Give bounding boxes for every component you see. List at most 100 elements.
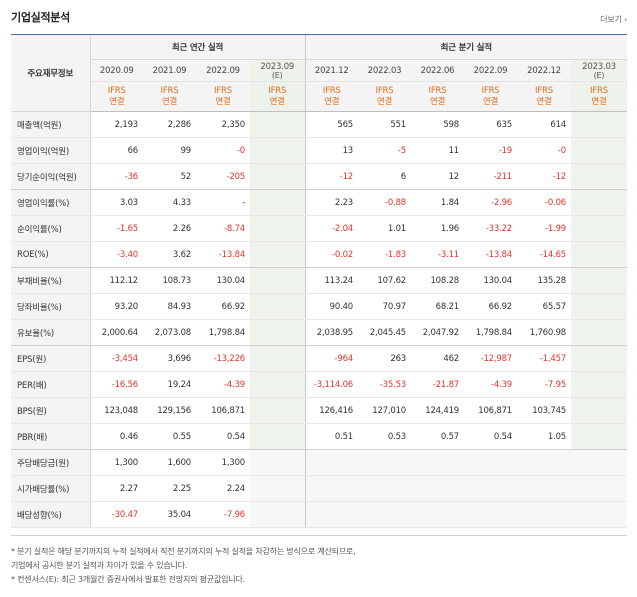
basis-header: IFRS 연결 [411,81,464,112]
period-label: 2022.09 [206,65,240,76]
value-cell [571,241,627,268]
value-cell [304,475,358,502]
basis-standard: IFRS [214,85,232,96]
basis-scope: 연결 [161,96,178,107]
value-cell [571,163,627,190]
value-cell [411,449,464,476]
value-cell: -0 [196,137,250,164]
basis-standard: IFRS [322,85,341,96]
table-row: 당좌비율(%) 93.20 84.93 66.92 90.40 70.97 68.21 66.… [11,293,627,320]
value-cell: 2,286 [143,111,196,138]
value-cell [517,501,571,528]
value-cell [571,501,627,528]
value-cell: -21.87 [411,371,464,398]
value-cell [250,371,305,398]
value-cell: -5 [358,137,411,164]
value-cell: 635 [464,111,517,138]
basis-header: IFRS 연결 [517,81,571,112]
basis-standard: IFRS [535,85,553,96]
value-cell [517,475,571,502]
value-cell: -3,454 [90,345,143,372]
row-label: 당좌비율(%) [11,293,91,320]
value-cell [250,267,305,294]
period-label: 2023.03 [582,61,616,72]
value-cell [250,137,305,164]
value-cell: 106,871 [196,397,250,424]
value-cell: 126,416 [304,397,358,424]
value-cell: 2.27 [90,475,143,502]
value-cell: 130.04 [464,267,517,294]
value-cell: 2.24 [196,475,250,502]
basis-scope: 연결 [429,96,446,107]
period-header: 2022.12 [517,59,571,82]
value-cell: 1.84 [411,189,464,216]
value-cell: 2.23 [304,189,358,216]
bottom-rule [11,535,627,536]
value-cell: -4.39 [464,371,517,398]
table-row: 순이익률(%) -1.65 2.26 -8.74 -2.04 1.01 1.96 -33.22… [11,215,627,242]
estimate-marker: (E) [593,70,605,80]
value-cell: 3,696 [143,345,196,372]
basis-header: IFRS 연결 [90,81,143,112]
period-header: 2022.09 [464,59,517,82]
value-cell: 66.92 [464,293,517,320]
value-cell [571,449,627,476]
table-row: PBR(배) 0.46 0.55 0.54 0.51 0.53 0.57 0.54 1.05 [11,423,627,450]
row-label: EPS(원) [11,345,91,372]
value-cell [250,163,305,190]
basis-header: IFRS 연결 [196,81,250,112]
row-label: 매출액(억원) [11,111,91,138]
value-cell: 13 [304,137,358,164]
value-cell [250,501,305,528]
value-cell: 70.97 [358,293,411,320]
value-cell [517,449,571,476]
value-cell: -1.99 [517,215,571,242]
value-cell: 6 [358,163,411,190]
footnote-2: 기업에서 공시한 분기 실적과 차이가 있을 수 있습니다. [11,561,188,570]
value-cell: 1.96 [411,215,464,242]
basis-scope: 연결 [482,96,499,107]
period-label: 2022.03 [367,65,402,76]
value-cell: -12,987 [464,345,517,372]
value-cell: -211 [464,163,517,190]
footnote-1: * 분기 실적은 해당 분기까지의 누적 실적에서 직전 분기까지의 누적 실적… [11,547,356,556]
value-cell: -3.40 [90,241,143,268]
value-cell [304,501,358,528]
value-cell: 19.24 [143,371,196,398]
value-cell: 93.20 [90,293,143,320]
value-cell: 1,798.84 [464,319,517,346]
value-cell: 2,045.45 [358,319,411,346]
period-header: 2023.03 (E) [571,59,627,82]
value-cell: 106,871 [464,397,517,424]
value-cell: 130.04 [196,267,250,294]
row-label: 주당배당금(원) [11,449,91,476]
value-cell: 65.57 [517,293,571,320]
basis-standard: IFRS [268,85,287,96]
row-label: BPS(원) [11,397,91,424]
value-cell: 0.53 [358,423,411,450]
value-cell: -0.02 [304,241,358,268]
value-cell: 263 [358,345,411,372]
row-label: PER(배) [11,371,91,398]
value-cell: 1,300 [196,449,250,476]
value-cell: 84.93 [143,293,196,320]
period-header: 2021.09 [143,59,196,82]
period-label: 2021.09 [152,65,187,76]
basis-standard: IFRS [107,85,126,96]
value-cell: 1,600 [143,449,196,476]
value-cell: -8.74 [196,215,250,242]
value-cell: 0.54 [464,423,517,450]
value-cell [571,293,627,320]
value-cell: -12 [517,163,571,190]
basis-standard: IFRS [428,85,447,96]
value-cell: 2,350 [196,111,250,138]
value-cell: -30.47 [90,501,143,528]
value-cell: 0.54 [196,423,250,450]
value-cell: 112.12 [90,267,143,294]
more-link[interactable]: 더보기 › [600,15,627,24]
value-cell: -3,114.06 [304,371,358,398]
value-cell: 462 [411,345,464,372]
table-row: 매출액(억원) 2,193 2,286 2,350 565 551 598 635 614 [11,111,627,138]
basis-standard: IFRS [375,85,394,96]
basis-header: IFRS 연결 [250,81,305,112]
